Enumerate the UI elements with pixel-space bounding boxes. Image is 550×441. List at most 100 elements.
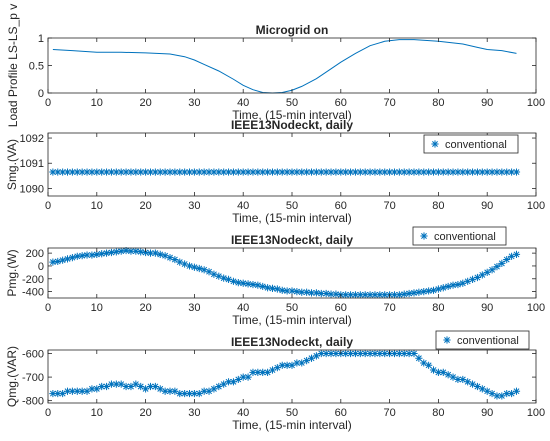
asterisk-marker xyxy=(220,274,228,282)
asterisk-marker xyxy=(298,168,306,176)
asterisk-marker xyxy=(429,168,438,176)
asterisk-marker xyxy=(98,168,106,176)
asterisk-marker xyxy=(200,168,208,176)
panel-2-xtick-label: 20 xyxy=(139,200,151,212)
asterisk-marker xyxy=(146,168,155,176)
panel-4-legend: conventional xyxy=(435,330,530,350)
asterisk-marker xyxy=(312,289,320,297)
asterisk-marker xyxy=(464,277,472,285)
asterisk-marker xyxy=(127,247,135,255)
asterisk-marker xyxy=(468,168,477,176)
asterisk-marker xyxy=(454,375,462,384)
asterisk-marker xyxy=(63,387,72,395)
asterisk-marker xyxy=(420,287,428,296)
panel-3-xtick-label: 10 xyxy=(91,302,103,314)
asterisk-marker xyxy=(293,287,301,296)
asterisk-marker xyxy=(181,168,189,176)
asterisk-marker xyxy=(493,168,501,176)
asterisk-marker xyxy=(342,168,350,176)
asterisk-marker xyxy=(332,349,340,358)
asterisk-marker xyxy=(395,291,403,299)
asterisk-marker xyxy=(478,271,486,279)
asterisk-marker xyxy=(434,285,442,293)
panel-1-title: Microgrid on xyxy=(256,23,329,37)
panel-4-ytick-label: -700 xyxy=(22,372,44,384)
panel-1-series xyxy=(52,39,517,94)
asterisk-marker xyxy=(468,275,477,284)
panel-3: IEEE13Nodeckt, daily 0 10 20 30 40 50 60 70 80 90 1… xyxy=(5,226,545,327)
asterisk-marker xyxy=(503,255,511,264)
asterisk-marker xyxy=(317,349,325,358)
asterisk-marker xyxy=(239,279,247,287)
panel-4-xtick-label: 0 xyxy=(45,407,51,419)
panel-1-xtick-label: 20 xyxy=(139,97,151,109)
panel-3-xtick-label: 100 xyxy=(527,302,545,314)
asterisk-marker xyxy=(176,258,184,266)
asterisk-marker xyxy=(454,168,462,176)
asterisk-marker xyxy=(410,349,418,358)
asterisk-marker xyxy=(376,168,384,176)
asterisk-marker xyxy=(473,273,482,282)
asterisk-marker xyxy=(488,266,496,274)
asterisk-marker xyxy=(420,232,428,240)
panel-4-xtick-label: 100 xyxy=(527,407,545,419)
asterisk-marker xyxy=(210,385,218,393)
asterisk-marker xyxy=(420,359,428,367)
asterisk-marker xyxy=(381,168,389,176)
panel-4-ytick-label: -600 xyxy=(22,349,44,361)
asterisk-marker xyxy=(288,361,296,369)
asterisk-marker xyxy=(264,168,272,176)
asterisk-marker xyxy=(117,247,125,255)
asterisk-marker xyxy=(493,392,501,400)
asterisk-marker xyxy=(415,288,423,296)
asterisk-marker xyxy=(298,288,306,296)
panel-4-legend-label: conventional xyxy=(457,335,519,347)
asterisk-marker xyxy=(205,387,213,395)
asterisk-marker xyxy=(132,380,140,388)
panel-1-axes-box xyxy=(47,37,537,94)
panel-4-legend-box xyxy=(435,330,530,350)
panel-2-ytick-label: 1092 xyxy=(20,133,44,145)
asterisk-marker xyxy=(327,290,335,298)
asterisk-marker xyxy=(312,168,320,176)
panel-2-ytick-label: 1091 xyxy=(20,158,44,170)
asterisk-marker xyxy=(322,289,330,298)
asterisk-marker xyxy=(390,349,399,358)
asterisk-marker xyxy=(356,291,364,299)
asterisk-marker xyxy=(307,354,316,362)
asterisk-marker xyxy=(420,168,428,176)
panel-3-series xyxy=(49,246,521,299)
asterisk-marker xyxy=(376,349,384,358)
asterisk-marker xyxy=(288,287,296,295)
asterisk-marker xyxy=(425,361,433,369)
asterisk-marker xyxy=(390,291,399,299)
asterisk-marker xyxy=(181,389,189,398)
asterisk-marker xyxy=(83,168,91,176)
asterisk-marker xyxy=(259,368,267,376)
asterisk-marker xyxy=(195,168,203,176)
asterisk-marker xyxy=(78,387,86,395)
panel-1: Microgrid on 0 10 20 30 40 50 60 70 80 90 100 0 0.5 1 T… xyxy=(6,4,545,127)
asterisk-marker xyxy=(190,263,198,271)
asterisk-marker xyxy=(415,354,423,362)
asterisk-marker xyxy=(410,168,418,176)
panel-1-series-line xyxy=(52,39,517,94)
panel-3-ytick-label: 200 xyxy=(26,248,44,260)
asterisk-marker xyxy=(498,168,506,176)
panel-2: IEEE13Nodeckt, daily 0 10 20 30 40 50 60 70 80 90 1… xyxy=(5,118,545,225)
panel-3-ytick-label: -200 xyxy=(22,274,44,286)
asterisk-marker xyxy=(234,279,242,287)
asterisk-marker xyxy=(381,349,389,358)
asterisk-marker xyxy=(434,168,442,176)
asterisk-marker xyxy=(244,168,252,176)
asterisk-marker xyxy=(166,168,174,176)
panel-3-title: IEEE13Nodeckt, daily xyxy=(231,233,353,247)
panel-2-ylabel: Smg.(VA) xyxy=(5,139,19,190)
asterisk-marker xyxy=(166,254,174,262)
asterisk-marker xyxy=(351,168,360,176)
asterisk-marker xyxy=(259,168,267,176)
asterisk-marker xyxy=(102,382,111,391)
asterisk-marker xyxy=(88,168,96,176)
asterisk-marker xyxy=(366,168,374,176)
